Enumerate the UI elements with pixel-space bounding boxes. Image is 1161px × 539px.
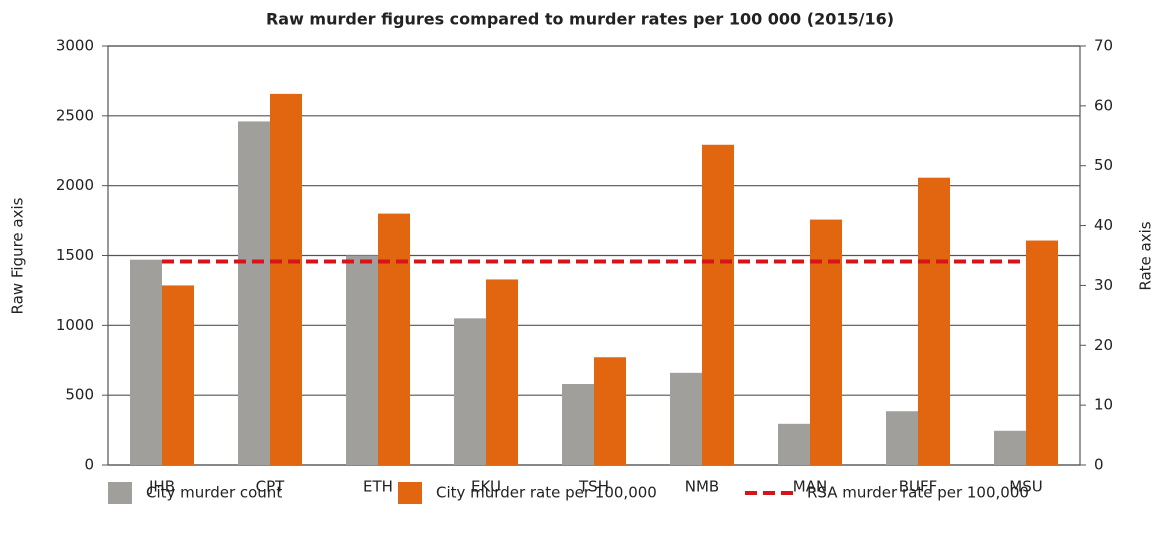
x-tick-label: ETH xyxy=(363,478,393,496)
bar xyxy=(562,383,594,465)
y2-tick-label: 30 xyxy=(1094,276,1113,294)
legend-label: City murder count xyxy=(146,484,282,502)
bar xyxy=(994,430,1026,465)
y-axis-title: Raw Figure axis xyxy=(9,197,27,314)
y-tick-label: 3000 xyxy=(56,37,94,55)
bar xyxy=(778,423,810,465)
chart-title: Raw murder figures compared to murder ra… xyxy=(266,10,894,29)
y2-tick-label: 60 xyxy=(1094,96,1113,114)
y-tick-label: 2500 xyxy=(56,106,94,124)
x-tick-label: TSH xyxy=(578,478,609,496)
legend-swatch xyxy=(108,482,132,504)
bar xyxy=(346,255,378,465)
bar xyxy=(1026,240,1058,465)
x-tick-label: NMB xyxy=(685,478,719,496)
y2-tick-label: 20 xyxy=(1094,336,1113,354)
bar xyxy=(918,177,950,465)
x-tick-label: EKU xyxy=(471,478,501,496)
y2-tick-label: 70 xyxy=(1094,37,1113,55)
bar xyxy=(702,144,734,465)
legend-swatch xyxy=(398,482,422,504)
bar xyxy=(238,121,270,466)
y-tick-label: 1000 xyxy=(56,316,94,334)
y-tick-label: 1500 xyxy=(56,246,94,264)
y2-tick-label: 40 xyxy=(1094,216,1113,234)
legend-label: City murder rate per 100,000 xyxy=(436,484,657,502)
bar xyxy=(130,259,162,465)
bar xyxy=(270,93,302,465)
y2-tick-label: 0 xyxy=(1094,456,1104,474)
x-tick-label: JHB xyxy=(148,478,175,496)
x-tick-label: MSU xyxy=(1009,478,1042,496)
y2-tick-label: 50 xyxy=(1094,156,1113,174)
y2-tick-label: 10 xyxy=(1094,396,1113,414)
y-tick-label: 2000 xyxy=(56,176,94,194)
bar xyxy=(886,411,918,465)
bar xyxy=(594,357,626,465)
bar xyxy=(162,285,194,465)
bar xyxy=(378,213,410,465)
y-tick-label: 500 xyxy=(65,386,94,404)
y-tick-label: 0 xyxy=(84,456,94,474)
bar xyxy=(486,279,518,465)
bar xyxy=(810,219,842,465)
bar xyxy=(454,318,486,465)
x-tick-label: CPT xyxy=(256,478,286,496)
legend-label: RSA murder rate per 100,000 xyxy=(807,484,1029,502)
x-tick-label: MAN xyxy=(793,478,827,496)
x-tick-label: BUFF xyxy=(899,478,938,496)
bar xyxy=(670,372,702,465)
y2-axis-title: Rate axis xyxy=(1137,221,1155,290)
